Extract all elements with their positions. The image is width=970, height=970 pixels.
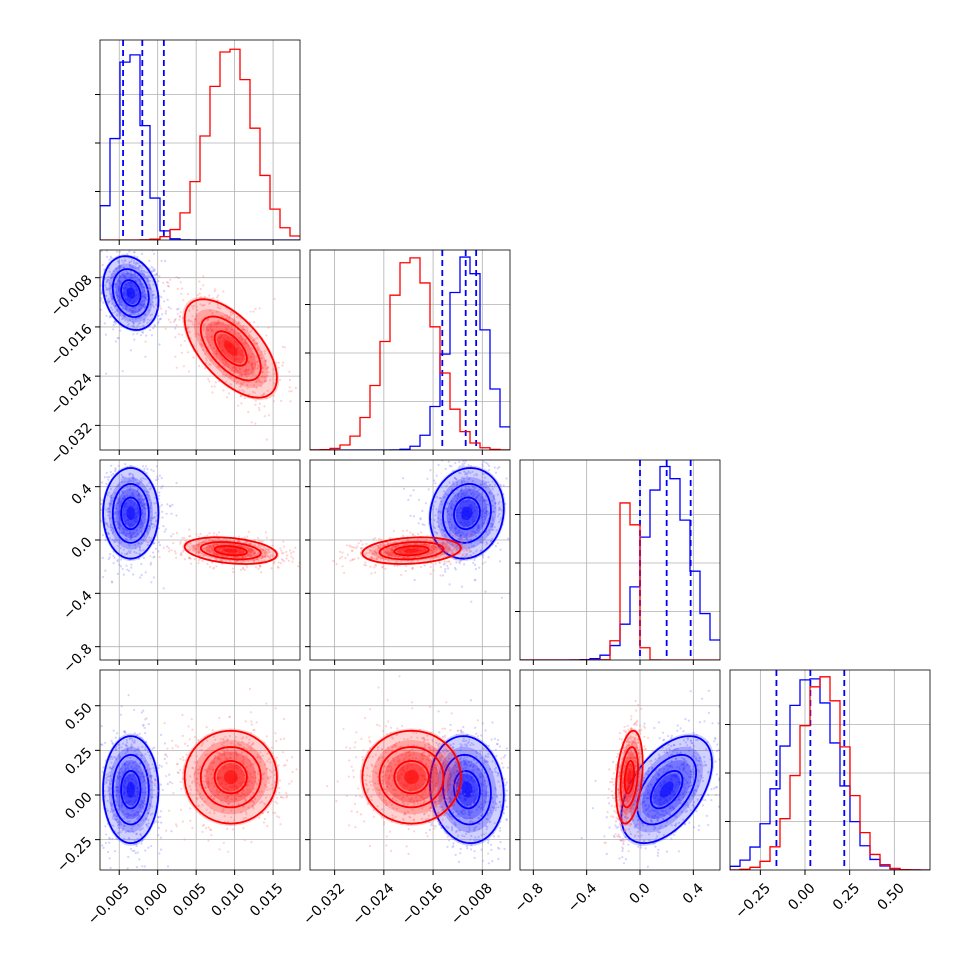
xtick-label-p3-2: 0.25 — [830, 880, 863, 913]
density-blue-1-0-4 — [126, 287, 135, 299]
density-red-1-0-4 — [223, 341, 238, 356]
density-blue-3-1-4 — [461, 781, 473, 798]
contour-red-3-1-1 — [378, 746, 445, 809]
density-blue-3-2-4 — [659, 781, 674, 798]
contour-red-3-2-2 — [615, 729, 644, 825]
contour-red-3-0-2 — [183, 729, 278, 825]
ytick-label-p3-3: 0.50 — [62, 700, 95, 733]
ytick-label-p2-2: 0.0 — [69, 534, 96, 561]
xtick-label-p1-2: −0.016 — [399, 880, 447, 928]
scatter-panel-2-0 — [95, 459, 301, 665]
contour-blue-2-1-1 — [441, 482, 492, 544]
contour-blue-2-1-2 — [429, 467, 505, 560]
ytick-label-p1-2: −0.016 — [48, 321, 96, 369]
hist-blue-p0 — [100, 54, 300, 240]
contour-blue-2-0-1 — [111, 482, 150, 544]
contour-red-2-1-0 — [393, 545, 430, 557]
hist-blue-p1 — [310, 256, 510, 450]
density-blue-2-0-4 — [126, 506, 135, 521]
density-blue-3-0-4 — [126, 781, 135, 798]
ytick-label-p2-1: −0.4 — [60, 588, 95, 623]
contour-blue-1-0-0 — [120, 279, 142, 307]
ytick-label-p1-1: −0.024 — [48, 370, 96, 418]
scatter-panel-3-1 — [305, 669, 511, 875]
contour-blue-3-0-2 — [102, 735, 160, 845]
hist-red-p3 — [730, 676, 930, 870]
density-red-3-2-4 — [627, 770, 632, 785]
scatter-panel-3-0 — [95, 669, 301, 875]
ytick-label-p2-0: −0.8 — [60, 641, 95, 676]
ytick-label-p3-2: 0.25 — [62, 745, 95, 778]
contour-red-2-1-1 — [378, 541, 445, 561]
hist-panel-2 — [515, 459, 721, 665]
xtick-label-p1-0: −0.032 — [300, 880, 348, 928]
density-red-3-1-4 — [404, 770, 419, 785]
hist-red-p1 — [310, 257, 510, 450]
contour-blue-2-0-2 — [102, 467, 160, 560]
hist-red-p2 — [520, 502, 720, 660]
ytick-label-p1-0: −0.032 — [48, 420, 96, 468]
contour-red-2-0-1 — [199, 541, 262, 561]
density-red-2-0-4 — [223, 548, 238, 553]
scatter-panel-1-0 — [95, 249, 301, 455]
contour-blue-3-0-0 — [120, 769, 142, 810]
xtick-label-p2-0: −0.8 — [512, 880, 547, 915]
scatter-panel-3-2 — [515, 669, 721, 875]
xtick-label-p0-1: 0.000 — [132, 880, 172, 920]
contour-blue-3-0-1 — [111, 753, 150, 826]
xtick-label-p0-2: 0.005 — [170, 880, 210, 920]
contour-blue-3-2-2 — [620, 735, 713, 845]
contour-red-3-2-0 — [623, 759, 635, 795]
density-red-3-0-4 — [223, 770, 238, 785]
contour-red-3-0-1 — [199, 746, 262, 809]
hist-panel-1 — [305, 249, 511, 455]
xtick-label-p3-1: 0.00 — [785, 880, 818, 913]
xtick-label-p1-1: −0.024 — [350, 880, 398, 928]
xtick-label-p0-3: 0.010 — [209, 880, 249, 920]
ytick-label-p1-3: −0.008 — [48, 272, 96, 320]
xtick-label-p2-1: −0.4 — [565, 880, 600, 915]
contour-red-1-0-1 — [199, 315, 262, 382]
contour-red-1-0-0 — [213, 330, 248, 367]
contour-red-2-0-0 — [213, 545, 248, 557]
contour-blue-2-1-0 — [453, 496, 481, 531]
contour-blue-3-1-0 — [453, 769, 481, 810]
xtick-label-p2-3: 0.4 — [680, 880, 707, 907]
density-red-2-1-4 — [404, 548, 419, 553]
xtick-label-p3-0: −0.25 — [732, 880, 774, 922]
contour-red-3-1-0 — [393, 759, 430, 795]
hist-panel-0 — [95, 39, 301, 245]
contour-blue-3-2-0 — [649, 769, 684, 810]
scatter-panel-2-1 — [305, 459, 511, 665]
contour-blue-1-0-1 — [111, 268, 150, 319]
contour-blue-2-0-0 — [120, 496, 142, 531]
xtick-label-p3-3: 0.50 — [875, 880, 908, 913]
ytick-label-p2-3: 0.4 — [69, 481, 96, 508]
xtick-label-p1-3: −0.008 — [448, 880, 496, 928]
contour-red-1-0-2 — [183, 298, 278, 399]
contour-blue-1-0-2 — [102, 255, 160, 331]
density-blue-2-1-4 — [461, 506, 473, 521]
xtick-label-p0-0: −0.005 — [85, 880, 133, 928]
contour-red-3-2-1 — [619, 746, 639, 809]
xtick-label-p2-2: 0.0 — [627, 880, 654, 907]
contour-red-3-1-2 — [361, 729, 462, 825]
contour-red-2-1-2 — [361, 536, 462, 565]
contour-red-2-0-2 — [183, 536, 278, 565]
ytick-label-p3-1: 0.00 — [62, 789, 95, 822]
ytick-label-p3-0: −0.25 — [54, 834, 96, 876]
hist-panel-3 — [725, 669, 931, 875]
xtick-label-p0-4: 0.015 — [247, 880, 287, 920]
contour-red-3-0-0 — [213, 759, 248, 795]
contour-blue-3-1-2 — [429, 735, 505, 845]
